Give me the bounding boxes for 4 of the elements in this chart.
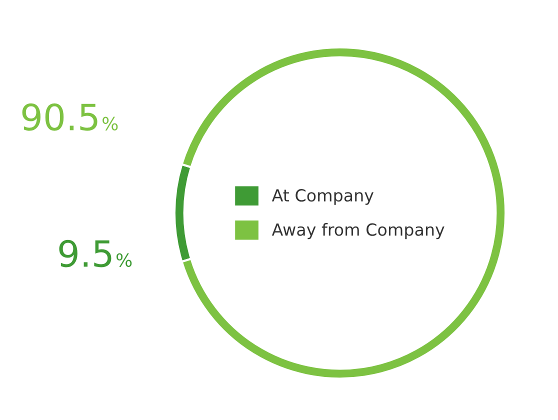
data-label: 90.5% bbox=[22, 103, 118, 131]
legend-label: At Company bbox=[272, 189, 374, 205]
legend-label: Away from Company bbox=[272, 223, 444, 240]
data-label: 9.5% bbox=[59, 240, 132, 268]
